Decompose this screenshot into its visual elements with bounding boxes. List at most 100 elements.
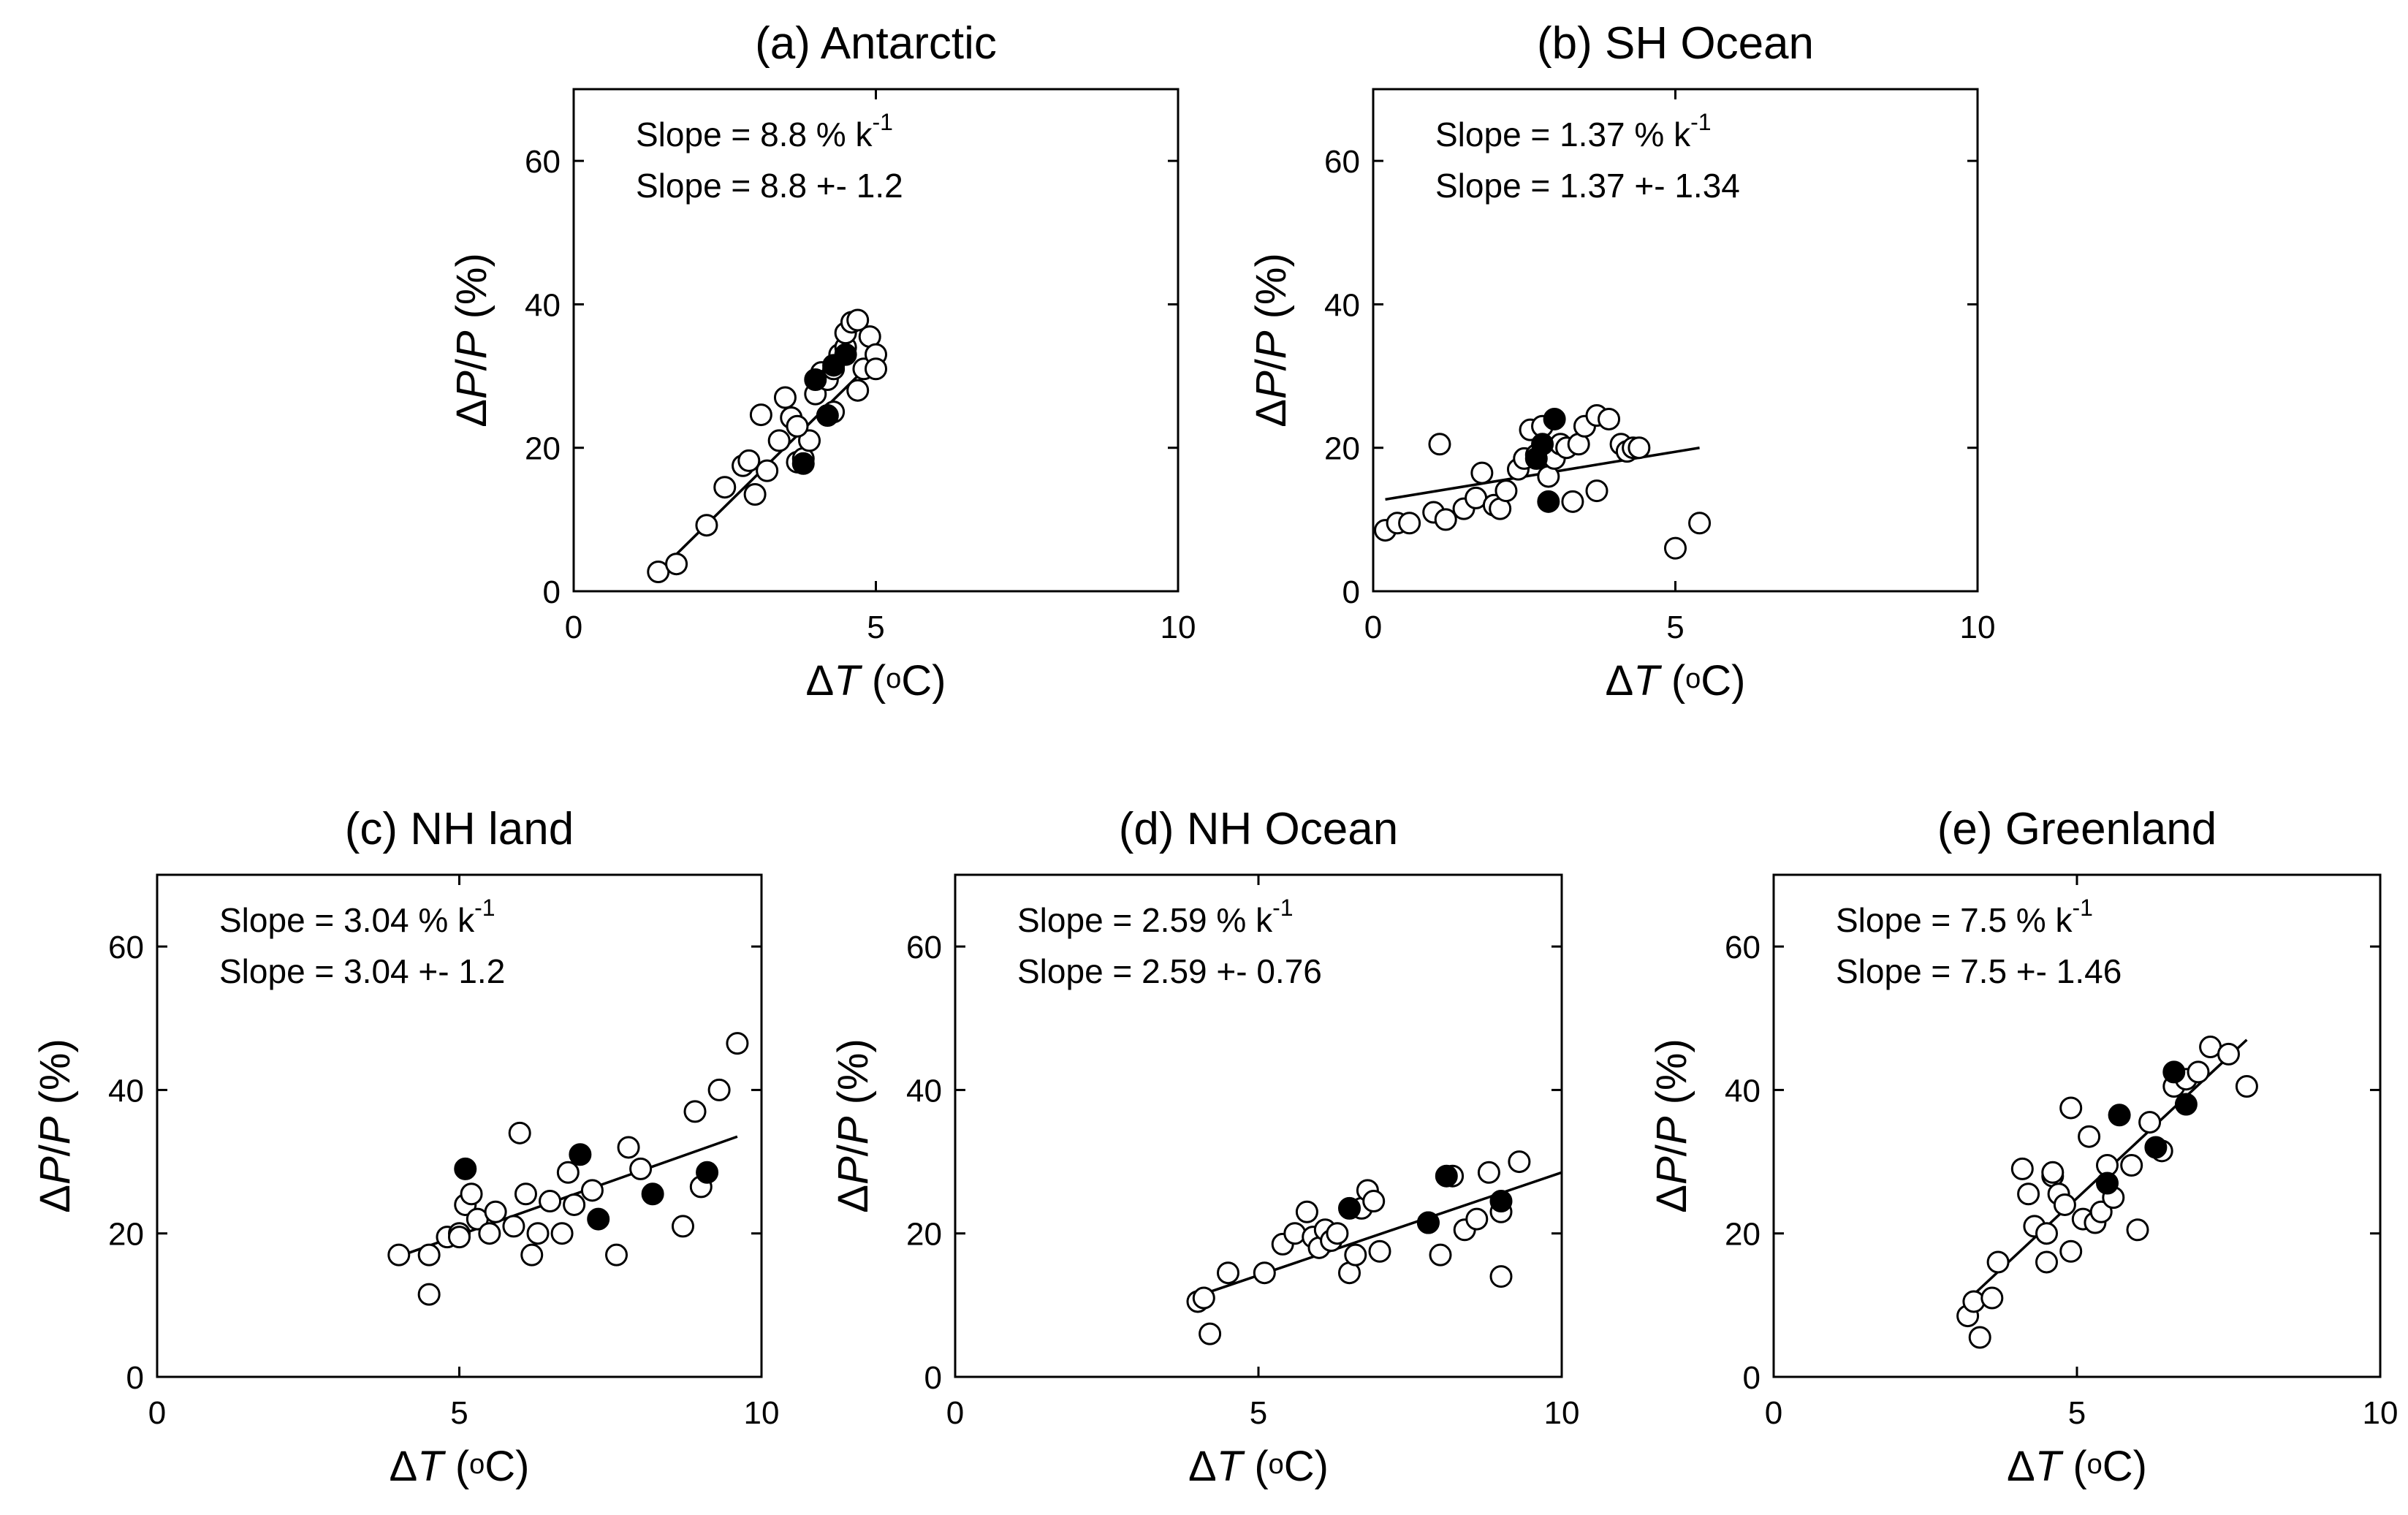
- open-data-point: [1508, 1150, 1531, 1174]
- filled-data-point: [804, 368, 827, 391]
- filled-data-point: [834, 343, 857, 366]
- open-data-point: [737, 449, 761, 472]
- open-data-point: [2187, 1060, 2210, 1084]
- y-tick-label: 20: [525, 431, 561, 467]
- x-label-variable: T: [834, 657, 862, 705]
- y-label-variable: P: [1247, 330, 1295, 359]
- x-label-unit: C): [2103, 1443, 2147, 1490]
- open-data-point: [786, 414, 809, 438]
- y-label-variable: P: [448, 371, 495, 399]
- panel-nh-land: (c) NH land 0 5 10 0 20 40 60 Slope = 3.04 % k…: [31, 804, 779, 1490]
- axis-ticks: 0 5 10 0 20 40 60: [1324, 89, 1995, 645]
- x-axis-label: ΔT (oC): [1188, 1443, 1329, 1490]
- open-data-point: [1283, 1222, 1307, 1245]
- y-label-slash: /: [31, 1144, 79, 1156]
- y-label-variable: P: [448, 330, 495, 359]
- y-tick-label: 60: [906, 930, 942, 965]
- annotation-text: Slope = 2.59 % k: [1017, 901, 1273, 939]
- x-tick-label: 10: [744, 1395, 780, 1431]
- y-label-slash: /: [448, 358, 495, 371]
- open-data-point: [1217, 1261, 1239, 1285]
- panel-title: (a) Antarctic: [755, 18, 997, 69]
- open-data-point: [683, 1100, 707, 1123]
- open-data-point: [1477, 1161, 1500, 1184]
- open-data-point: [2010, 1157, 2034, 1180]
- x-label-unit-open: (: [1660, 657, 1685, 705]
- open-data-point: [478, 1222, 501, 1245]
- open-data-point: [1253, 1261, 1276, 1285]
- filled-data-point: [696, 1161, 719, 1184]
- x-label-unit-open: (: [2061, 1443, 2086, 1490]
- y-label-slash: /: [829, 1144, 877, 1156]
- y-axis-label: ΔP/P (%): [448, 253, 495, 428]
- open-data-point: [726, 1032, 749, 1055]
- open-data-point: [605, 1243, 628, 1267]
- x-label-unit-open: (: [444, 1443, 469, 1490]
- x-label-variable: T: [2035, 1443, 2064, 1490]
- open-data-point: [539, 1190, 562, 1213]
- x-tick-label: 5: [2068, 1395, 2086, 1431]
- open-data-point: [1428, 433, 1451, 456]
- filled-data-point: [2108, 1104, 2131, 1127]
- x-tick-label: 5: [450, 1395, 468, 1431]
- annotation-text: Slope = 1.37 % k: [1435, 115, 1691, 153]
- filled-data-point: [1338, 1196, 1361, 1220]
- y-axis-label: ΔP/P (%): [1247, 253, 1295, 428]
- open-data-point: [756, 459, 779, 482]
- y-tick-label: 40: [906, 1073, 942, 1109]
- open-data-point: [865, 357, 887, 381]
- y-tick-label: 0: [126, 1360, 144, 1396]
- slope-annotation-uncertainty: Slope = 3.04 +- 1.2: [219, 952, 505, 990]
- y-axis-label: ΔP/P (%): [829, 1039, 877, 1213]
- y-tick-label: 0: [1743, 1360, 1761, 1396]
- data-points: [1186, 1150, 1531, 1345]
- filled-data-point: [1531, 433, 1554, 456]
- open-data-point: [1368, 1239, 1391, 1263]
- x-label-delta: Δ: [390, 1443, 418, 1490]
- x-tick-label: 5: [867, 610, 884, 645]
- y-label-unit: (%): [1247, 253, 1295, 330]
- open-data-point: [2053, 1193, 2076, 1216]
- open-data-point: [1598, 407, 1621, 430]
- open-data-point: [1968, 1326, 1991, 1349]
- annotation-text: Slope = 7.5 % k: [1836, 901, 2073, 939]
- open-data-point: [1585, 479, 1609, 503]
- open-data-point: [2035, 1250, 2058, 1274]
- x-label-unit-open: (: [860, 657, 886, 705]
- data-points: [1374, 404, 1712, 560]
- x-tick-label: 0: [148, 1395, 166, 1431]
- x-label-degree: o: [1269, 1449, 1284, 1480]
- open-data-point: [617, 1136, 640, 1159]
- y-tick-label: 20: [1324, 431, 1360, 467]
- slope-annotation-percent: Slope = 1.37 % k-1: [1435, 109, 1712, 153]
- y-tick-label: 0: [543, 574, 561, 610]
- y-axis-label: ΔP/P (%): [1648, 1039, 1695, 1213]
- x-axis-label: ΔT (oC): [2007, 1443, 2147, 1490]
- open-data-point: [2138, 1111, 2162, 1134]
- open-data-point: [2120, 1153, 2143, 1177]
- open-data-point: [629, 1157, 653, 1180]
- filled-data-point: [1537, 490, 1560, 513]
- annotation-text: Slope = 3.04 % k: [219, 901, 475, 939]
- y-label-variable: P: [31, 1156, 79, 1185]
- open-data-point: [556, 1161, 580, 1184]
- x-label-variable: T: [1217, 1443, 1245, 1490]
- open-data-point: [502, 1215, 525, 1238]
- open-data-point: [2059, 1096, 2083, 1120]
- panel-nh-ocean: (d) NH Ocean 0 5 10 0 20 40 60 Slope = 2.59 % …: [829, 804, 1579, 1490]
- slope-annotation-percent: Slope = 7.5 % k-1: [1836, 895, 2093, 939]
- filled-data-point: [1489, 1190, 1513, 1213]
- x-label-delta: Δ: [806, 657, 835, 705]
- x-tick-label: 0: [946, 1395, 964, 1431]
- x-label-degree: o: [886, 664, 901, 694]
- filled-data-point: [2144, 1136, 2168, 1159]
- x-label-degree: o: [1685, 664, 1701, 694]
- y-tick-label: 60: [1725, 930, 1761, 965]
- slope-annotation-uncertainty: Slope = 7.5 +- 1.46: [1836, 952, 2122, 990]
- filled-data-point: [1416, 1211, 1440, 1234]
- open-data-point: [2078, 1125, 2101, 1148]
- open-data-point: [508, 1121, 531, 1144]
- slope-annotation-percent: Slope = 2.59 % k-1: [1017, 895, 1294, 939]
- y-axis-label: ΔP/P (%): [31, 1039, 79, 1213]
- open-data-point: [2235, 1075, 2258, 1098]
